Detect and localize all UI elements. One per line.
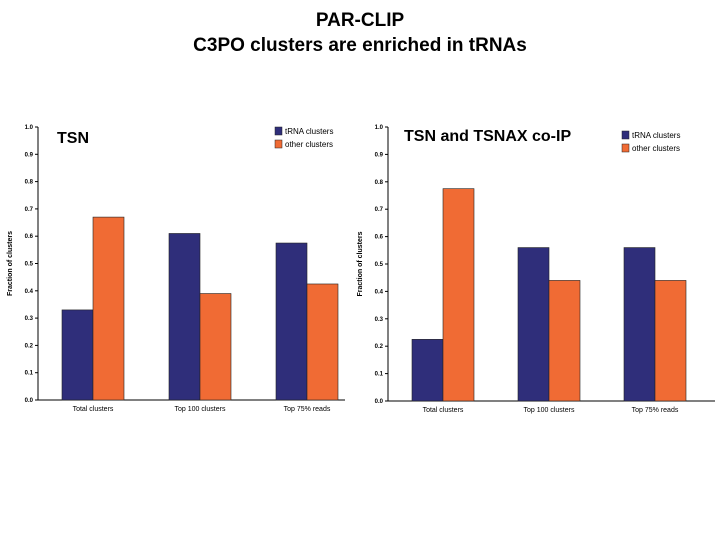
bar-trna [411, 339, 444, 402]
legend-swatch [621, 130, 630, 140]
legend-swatch [274, 126, 283, 136]
chart-title: TSN and TSNAX co-IP [404, 128, 571, 145]
y-tick-label: 0.2 [25, 343, 34, 349]
y-tick-label: 1.0 [375, 125, 384, 131]
x-category-label: Top 100 clusters [524, 407, 575, 414]
y-tick-label: 0.0 [375, 399, 384, 405]
y-tick-label: 0.5 [25, 262, 34, 268]
bar-trna [623, 247, 656, 402]
bar-other [548, 280, 581, 402]
y-tick-label: 0.1 [25, 371, 34, 377]
bar-trna [275, 242, 308, 401]
chart-title: TSN [57, 130, 89, 147]
bar-other [306, 283, 339, 401]
legend-label: tRNA clusters [285, 127, 333, 136]
y-tick-label: 0.9 [375, 152, 384, 158]
y-tick-label: 0.8 [25, 180, 34, 186]
legend-label: other clusters [632, 144, 680, 153]
y-tick-label: 0.2 [375, 344, 384, 350]
bar-other [442, 188, 475, 402]
legend-swatch [621, 143, 630, 153]
y-tick-label: 0.1 [375, 372, 384, 378]
bar-chart-tsn: 0.0 0.1 0.2 0.3 0.4 0.5 0.6 0.7 0.8 0.9 1.0 Fractio… [7, 125, 345, 413]
y-tick-label: 0.7 [25, 207, 34, 213]
y-tick-label: 0.6 [375, 235, 384, 241]
y-tick-label: 0.3 [25, 316, 34, 322]
bar-trna [168, 233, 201, 401]
x-category-label: Top 75% reads [632, 407, 679, 414]
bar-other [199, 293, 232, 401]
bar-other [92, 216, 125, 401]
x-category-label: Total clusters [423, 407, 464, 414]
y-tick-label: 0.9 [25, 152, 34, 158]
y-axis-label: Fraction of clusters [7, 231, 14, 296]
y-tick-label: 0.8 [375, 180, 384, 186]
y-tick-label: 0.0 [25, 398, 34, 404]
legend-label: tRNA clusters [632, 131, 680, 140]
y-tick-label: 0.4 [25, 289, 34, 295]
legend-swatch [274, 139, 283, 149]
y-tick-label: 0.4 [375, 289, 384, 295]
bar-trna [61, 309, 94, 401]
x-category-label: Top 100 clusters [175, 406, 226, 413]
bar-trna [517, 247, 550, 402]
y-tick-label: 0.7 [375, 207, 384, 213]
x-category-label: Top 75% reads [284, 406, 331, 413]
y-axis-label: Fraction of clusters [357, 231, 364, 296]
y-tick-label: 1.0 [25, 125, 34, 131]
y-tick-label: 0.5 [375, 262, 384, 268]
slide-title: PAR-CLIP [315, 10, 405, 31]
bar-chart-tsn-tsnax: 0.0 0.1 0.2 0.3 0.4 0.5 0.6 0.7 0.8 0.9 1.0 Fractio… [357, 125, 715, 414]
y-tick-label: 0.6 [25, 234, 34, 240]
slide-subtitle: C3PO clusters are enriched in tRNAs [193, 35, 527, 56]
x-category-label: Total clusters [73, 406, 114, 413]
legend-label: other clusters [285, 140, 333, 149]
bar-other [654, 280, 687, 402]
y-tick-label: 0.3 [375, 317, 384, 323]
